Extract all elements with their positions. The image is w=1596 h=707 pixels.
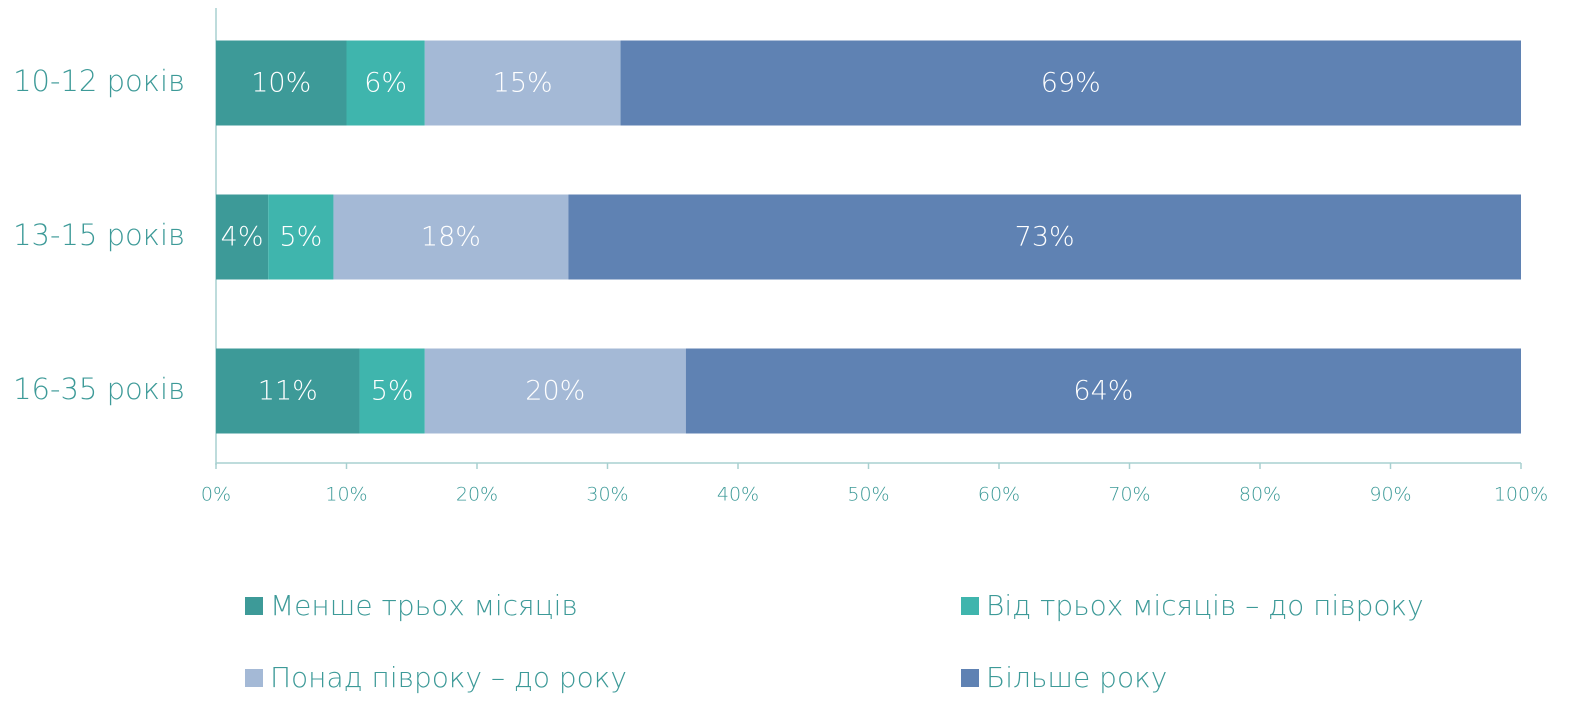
bar-segment <box>424 348 686 434</box>
bar-segment <box>268 194 334 280</box>
legend-swatch <box>961 669 979 687</box>
x-tick-label: 40% <box>717 484 759 506</box>
bar-segment <box>568 194 1521 280</box>
x-tick-label: 30% <box>586 484 628 506</box>
data-label: 4% <box>221 222 264 253</box>
category-label: 13-15 років <box>13 218 185 252</box>
data-label: 69% <box>1041 68 1101 99</box>
bar-segment <box>216 348 360 434</box>
bar-segment <box>216 194 269 280</box>
bar-segment <box>424 40 621 126</box>
x-tick-label: 0% <box>201 484 231 506</box>
legend-label: Від трьох місяців – до півроку <box>986 589 1424 622</box>
legend-swatch <box>245 597 263 615</box>
bar-segment <box>359 348 425 434</box>
data-label: 73% <box>1015 222 1075 253</box>
bar-segment <box>346 40 425 126</box>
x-tick-label: 50% <box>847 484 889 506</box>
category-label: 16-35 років <box>13 372 185 406</box>
data-label: 15% <box>493 68 553 99</box>
data-label: 11% <box>258 376 318 407</box>
data-label: 6% <box>364 68 407 99</box>
legend-swatch <box>245 669 263 687</box>
bar-segment <box>685 348 1521 434</box>
bar-segment <box>216 40 347 126</box>
legend-swatch <box>961 597 979 615</box>
data-label: 18% <box>421 222 481 253</box>
legend-label: Менше трьох місяців <box>270 589 578 622</box>
x-tick-label: 10% <box>325 484 367 506</box>
x-tick-label: 20% <box>456 484 498 506</box>
bar-segment <box>620 40 1521 126</box>
data-label: 5% <box>371 376 414 407</box>
x-tick-label: 100% <box>1494 484 1548 506</box>
data-label: 5% <box>279 222 322 253</box>
x-tick-label: 80% <box>1239 484 1281 506</box>
legend-label: Більше року <box>986 661 1167 694</box>
category-label: 10-12 років <box>13 64 185 98</box>
x-tick-label: 90% <box>1369 484 1411 506</box>
bar-segment <box>333 194 569 280</box>
legend-label: Понад півроку – до року <box>270 661 627 694</box>
data-label: 10% <box>251 68 311 99</box>
x-tick-label: 60% <box>978 484 1020 506</box>
data-label: 64% <box>1073 376 1133 407</box>
data-label: 20% <box>525 376 585 407</box>
x-tick-label: 70% <box>1108 484 1150 506</box>
